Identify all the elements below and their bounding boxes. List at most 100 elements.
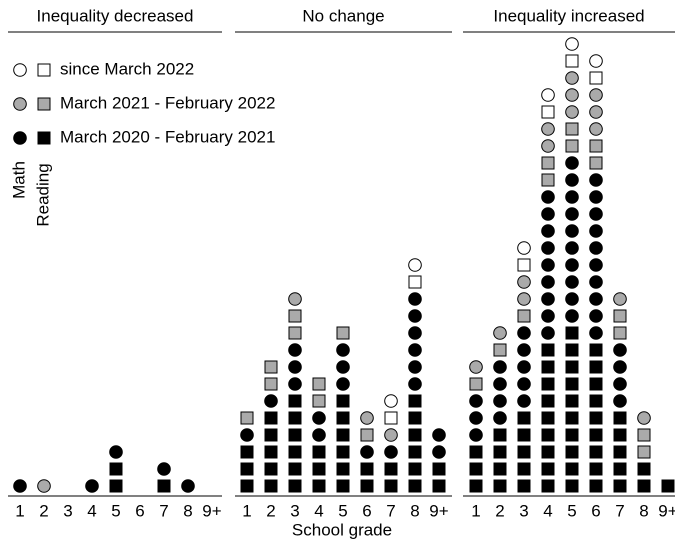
unit-symbol <box>157 479 171 493</box>
unit-symbol <box>240 411 254 425</box>
unit-symbol <box>589 411 603 425</box>
unit-symbol <box>384 394 398 408</box>
unit-symbol <box>408 377 422 391</box>
x-tick-label: 4 <box>543 501 552 520</box>
legend-marker <box>13 63 27 77</box>
unit-symbol <box>565 54 579 68</box>
unit-symbol <box>408 343 422 357</box>
unit-symbol <box>541 343 555 357</box>
unit-symbol <box>408 258 422 272</box>
unit-symbol <box>541 207 555 221</box>
unit-symbol <box>312 394 326 408</box>
x-tick-label: 9+ <box>202 501 221 520</box>
unit-symbol <box>288 411 302 425</box>
unit-symbol <box>264 462 278 476</box>
unit-symbol <box>288 445 302 459</box>
unit-symbol <box>360 428 374 442</box>
unit-symbol <box>541 377 555 391</box>
unit-symbol <box>360 479 374 493</box>
subject-label: Reading <box>33 163 52 226</box>
unit-symbol <box>493 394 507 408</box>
unit-symbol <box>565 411 579 425</box>
unit-symbol <box>565 71 579 85</box>
unit-symbol <box>288 394 302 408</box>
unit-symbol <box>541 428 555 442</box>
x-tick-label: 7 <box>386 501 395 520</box>
unit-symbol <box>637 411 651 425</box>
unit-symbol <box>336 479 350 493</box>
legend-marker <box>37 131 51 145</box>
unit-symbol <box>432 462 446 476</box>
unit-symbol <box>565 292 579 306</box>
unit-symbol <box>517 377 531 391</box>
unit-symbol <box>565 37 579 51</box>
unit-symbol <box>493 343 507 357</box>
unit-symbol <box>517 292 531 306</box>
unit-symbol <box>589 139 603 153</box>
x-tick-label: 7 <box>159 501 168 520</box>
unit-symbol <box>288 428 302 442</box>
x-tick-label: 3 <box>63 501 72 520</box>
unit-symbol <box>541 479 555 493</box>
unit-symbol <box>565 207 579 221</box>
unit-symbol <box>589 275 603 289</box>
unit-symbol <box>264 479 278 493</box>
unit-symbol <box>408 309 422 323</box>
unit-symbol <box>312 377 326 391</box>
unit-symbol <box>565 394 579 408</box>
x-tick-label: 4 <box>87 501 96 520</box>
x-tick-label: 2 <box>266 501 275 520</box>
unit-symbol <box>336 377 350 391</box>
unit-symbol <box>589 462 603 476</box>
unit-symbol <box>517 411 531 425</box>
x-tick-label: 9+ <box>429 501 448 520</box>
unit-symbol <box>541 105 555 119</box>
unit-symbol <box>517 360 531 374</box>
unit-symbol <box>589 445 603 459</box>
unit-symbol <box>589 326 603 340</box>
unit-symbol <box>384 445 398 459</box>
unit-symbol <box>264 360 278 374</box>
unit-symbol <box>336 445 350 459</box>
unit-symbol <box>517 326 531 340</box>
unit-symbol <box>541 258 555 272</box>
unit-symbol <box>517 241 531 255</box>
unit-symbol <box>613 479 627 493</box>
unit-symbol <box>613 292 627 306</box>
x-tick-label: 1 <box>471 501 480 520</box>
unit-symbol <box>589 241 603 255</box>
unit-symbol <box>408 479 422 493</box>
unit-symbol <box>589 88 603 102</box>
panel-title: Inequality decreased <box>37 6 194 25</box>
unit-symbol <box>637 479 651 493</box>
unit-symbol <box>541 190 555 204</box>
unit-symbol <box>469 479 483 493</box>
unit-symbol <box>517 309 531 323</box>
unit-symbol <box>469 377 483 391</box>
unit-symbol <box>336 411 350 425</box>
unit-symbol <box>541 411 555 425</box>
unit-symbol <box>589 173 603 187</box>
unit-symbol <box>109 462 123 476</box>
unit-symbol <box>613 377 627 391</box>
panel-title: Inequality increased <box>493 6 644 25</box>
unit-symbol <box>493 445 507 459</box>
unit-symbol <box>565 156 579 170</box>
unit-symbol <box>589 479 603 493</box>
x-tick-label: 6 <box>362 501 371 520</box>
unit-symbol <box>469 360 483 374</box>
unit-symbol <box>493 326 507 340</box>
x-tick-label: 7 <box>615 501 624 520</box>
unit-symbol <box>288 292 302 306</box>
unit-symbol <box>589 224 603 238</box>
unit-symbol <box>541 156 555 170</box>
unit-symbol <box>613 462 627 476</box>
unit-symbol <box>637 462 651 476</box>
unit-symbol <box>181 479 195 493</box>
x-tick-label: 2 <box>39 501 48 520</box>
unit-symbol <box>312 462 326 476</box>
unit-symbol <box>109 479 123 493</box>
unit-symbol <box>493 360 507 374</box>
unit-symbol <box>13 479 27 493</box>
